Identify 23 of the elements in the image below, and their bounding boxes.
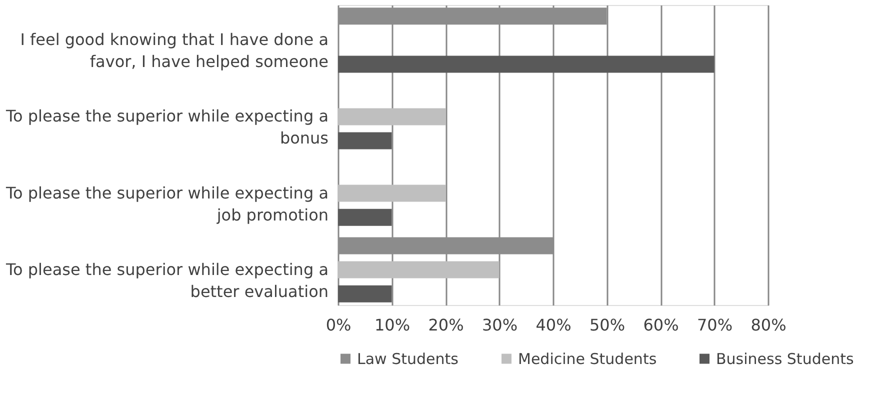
y-tick-label: I feel good knowing that I have done a favor, I have helped someone	[20, 30, 328, 72]
legend-label: Law Students	[357, 350, 459, 368]
y-tick-label: To please the superior while expecting a job promotion	[4, 183, 328, 224]
bar	[338, 261, 500, 278]
legend-label: Business Students	[716, 350, 854, 368]
legend-label: Medicine Students	[518, 350, 657, 368]
bar	[338, 56, 714, 73]
x-tick-label: 80%	[750, 316, 786, 334]
x-tick-label: 20%	[428, 316, 464, 334]
bar	[338, 132, 392, 150]
bar	[338, 285, 392, 302]
bar	[338, 208, 392, 226]
bar	[338, 108, 446, 126]
x-tick-label: 50%	[589, 316, 626, 334]
x-tick-label: 60%	[643, 316, 679, 334]
y-tick-label: To please the superior while expecting a better evaluation	[4, 260, 328, 301]
y-tick-label: To please the superior while expecting a bonus	[4, 106, 328, 148]
x-tick-label: 0%	[326, 316, 352, 334]
x-tick-label: 70%	[696, 316, 733, 334]
bar	[338, 184, 446, 202]
x-tick-label: 10%	[374, 316, 410, 334]
x-tick-label: 40%	[536, 316, 572, 334]
x-tick-label: 30%	[482, 316, 518, 334]
